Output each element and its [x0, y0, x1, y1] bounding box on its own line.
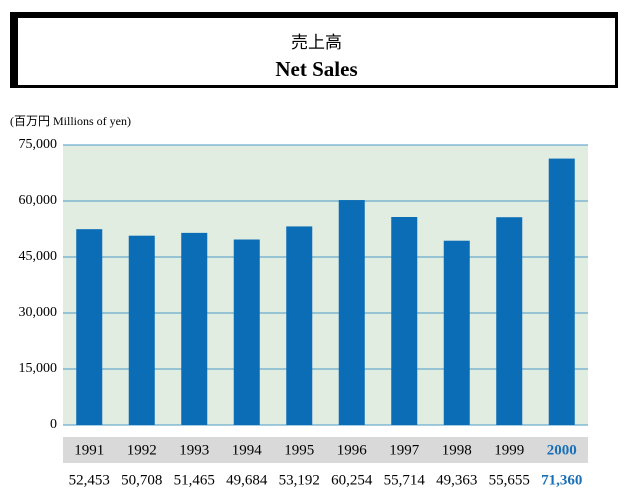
y-tick-label: 0 — [50, 417, 57, 432]
bar — [128, 235, 155, 425]
value-label: 52,453 — [69, 472, 110, 488]
x-tick-label: 1992 — [127, 442, 157, 458]
value-label: 53,192 — [279, 472, 320, 488]
value-label: 55,714 — [384, 472, 426, 488]
bar — [233, 239, 260, 425]
y-tick-label: 45,000 — [19, 249, 58, 264]
bar — [338, 200, 365, 425]
bar — [443, 240, 470, 425]
bar — [76, 229, 103, 425]
bar — [391, 217, 418, 425]
bar — [181, 232, 208, 425]
x-tick-label: 2000 — [547, 442, 577, 458]
x-tick-label: 1996 — [337, 442, 368, 458]
bar — [286, 226, 313, 425]
category-band — [63, 437, 588, 463]
x-tick-label: 1994 — [232, 442, 263, 458]
unit-label: (百万円 Millions of yen) — [10, 114, 131, 128]
y-tick-label: 30,000 — [19, 305, 58, 320]
value-label: 50,708 — [121, 472, 162, 488]
value-label: 51,465 — [174, 472, 215, 488]
header-box: 売上高 Net Sales — [10, 12, 618, 88]
y-tick-label: 60,000 — [19, 193, 58, 208]
value-label: 55,655 — [489, 472, 530, 488]
title-en: Net Sales — [275, 57, 358, 81]
x-tick-label: 1993 — [179, 442, 209, 458]
value-label: 71,360 — [541, 472, 582, 488]
bar — [496, 217, 523, 425]
x-tick-label: 1999 — [494, 442, 524, 458]
value-label: 60,254 — [331, 472, 373, 488]
y-tick-label: 15,000 — [19, 361, 58, 376]
x-tick-label: 1991 — [74, 442, 104, 458]
bar — [548, 158, 575, 425]
title-ja: 売上高 — [291, 33, 342, 53]
value-label: 49,363 — [436, 472, 477, 488]
x-tick-label: 1995 — [284, 442, 314, 458]
x-tick-label: 1998 — [442, 442, 472, 458]
x-tick-label: 1997 — [389, 442, 420, 458]
value-label: 49,684 — [226, 472, 268, 488]
y-tick-label: 75,000 — [19, 137, 58, 152]
